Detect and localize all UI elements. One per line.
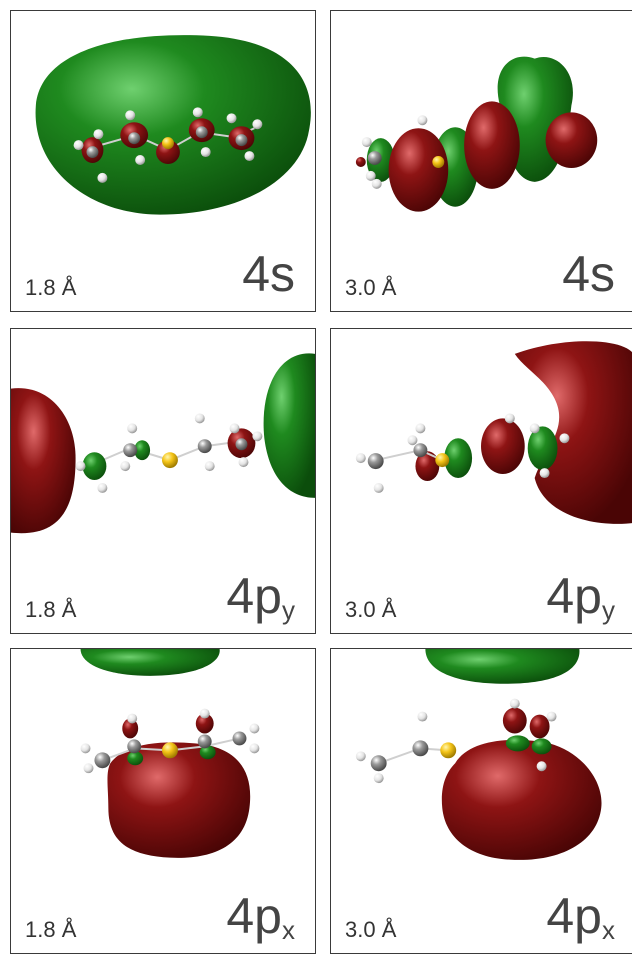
orbital-lobe-positive xyxy=(35,35,311,215)
bond-distance-label: 1.8 Å xyxy=(25,917,77,942)
molecule-atoms xyxy=(73,107,263,183)
panel-4s-1p8: 1.8 Å 4s xyxy=(10,10,316,312)
orbital-render xyxy=(355,649,602,860)
orbital-lobe-negative xyxy=(11,388,76,534)
orbital-render xyxy=(11,353,315,534)
bond-distance-label: 3.0 Å xyxy=(345,597,397,622)
panel-4px-1p8: 1.8 Å 4px xyxy=(10,648,316,954)
orbital-render xyxy=(355,56,598,212)
panel-4s-3p0: 3.0 Å 4s xyxy=(330,10,632,312)
orbital-label: 4px xyxy=(226,888,295,945)
orbital-label: 4s xyxy=(242,246,295,302)
orbital-lobe-positive xyxy=(263,353,315,498)
orbital-label: 4s xyxy=(562,246,615,302)
orbital-render xyxy=(355,341,632,524)
orbital-lobe-negative xyxy=(441,739,602,860)
bond-distance-label: 1.8 Å xyxy=(25,597,77,622)
orbital-lobe-positive xyxy=(444,438,473,479)
bond-distance-label: 3.0 Å xyxy=(345,917,397,942)
molecule-atoms xyxy=(80,708,260,774)
panel-4py-1p8: 1.8 Å 4py xyxy=(10,328,316,634)
orbital-render xyxy=(80,649,260,858)
orbital-lobe-negative xyxy=(464,101,520,189)
orbital-lobe-positive xyxy=(425,649,580,684)
orbital-lobe-negative xyxy=(388,128,449,212)
orbital-label: 4px xyxy=(546,888,615,945)
orbital-lobe-negative xyxy=(107,742,251,858)
molecule-atoms xyxy=(355,413,570,493)
orbital-lobe-positive xyxy=(80,649,220,676)
orbital-render xyxy=(35,35,311,215)
panel-4py-3p0: 3.0 Å 4py xyxy=(330,328,632,634)
orbital-lobe-negative xyxy=(415,451,440,481)
orbital-lobe-negative xyxy=(545,112,598,168)
molecule-atoms xyxy=(355,115,445,189)
molecule-atoms xyxy=(355,698,557,784)
orbital-label: 4py xyxy=(226,568,295,625)
bond-distance-label: 1.8 Å xyxy=(25,275,77,300)
molecule-atoms xyxy=(75,413,263,493)
bond-distance-label: 3.0 Å xyxy=(345,275,397,300)
orbital-lobe-negative xyxy=(514,341,632,524)
orbital-lobe-negative xyxy=(481,418,525,475)
orbital-lobe-positive xyxy=(527,426,558,471)
panel-4px-3p0: 3.0 Å 4px xyxy=(330,648,632,954)
orbital-label: 4py xyxy=(546,568,615,625)
